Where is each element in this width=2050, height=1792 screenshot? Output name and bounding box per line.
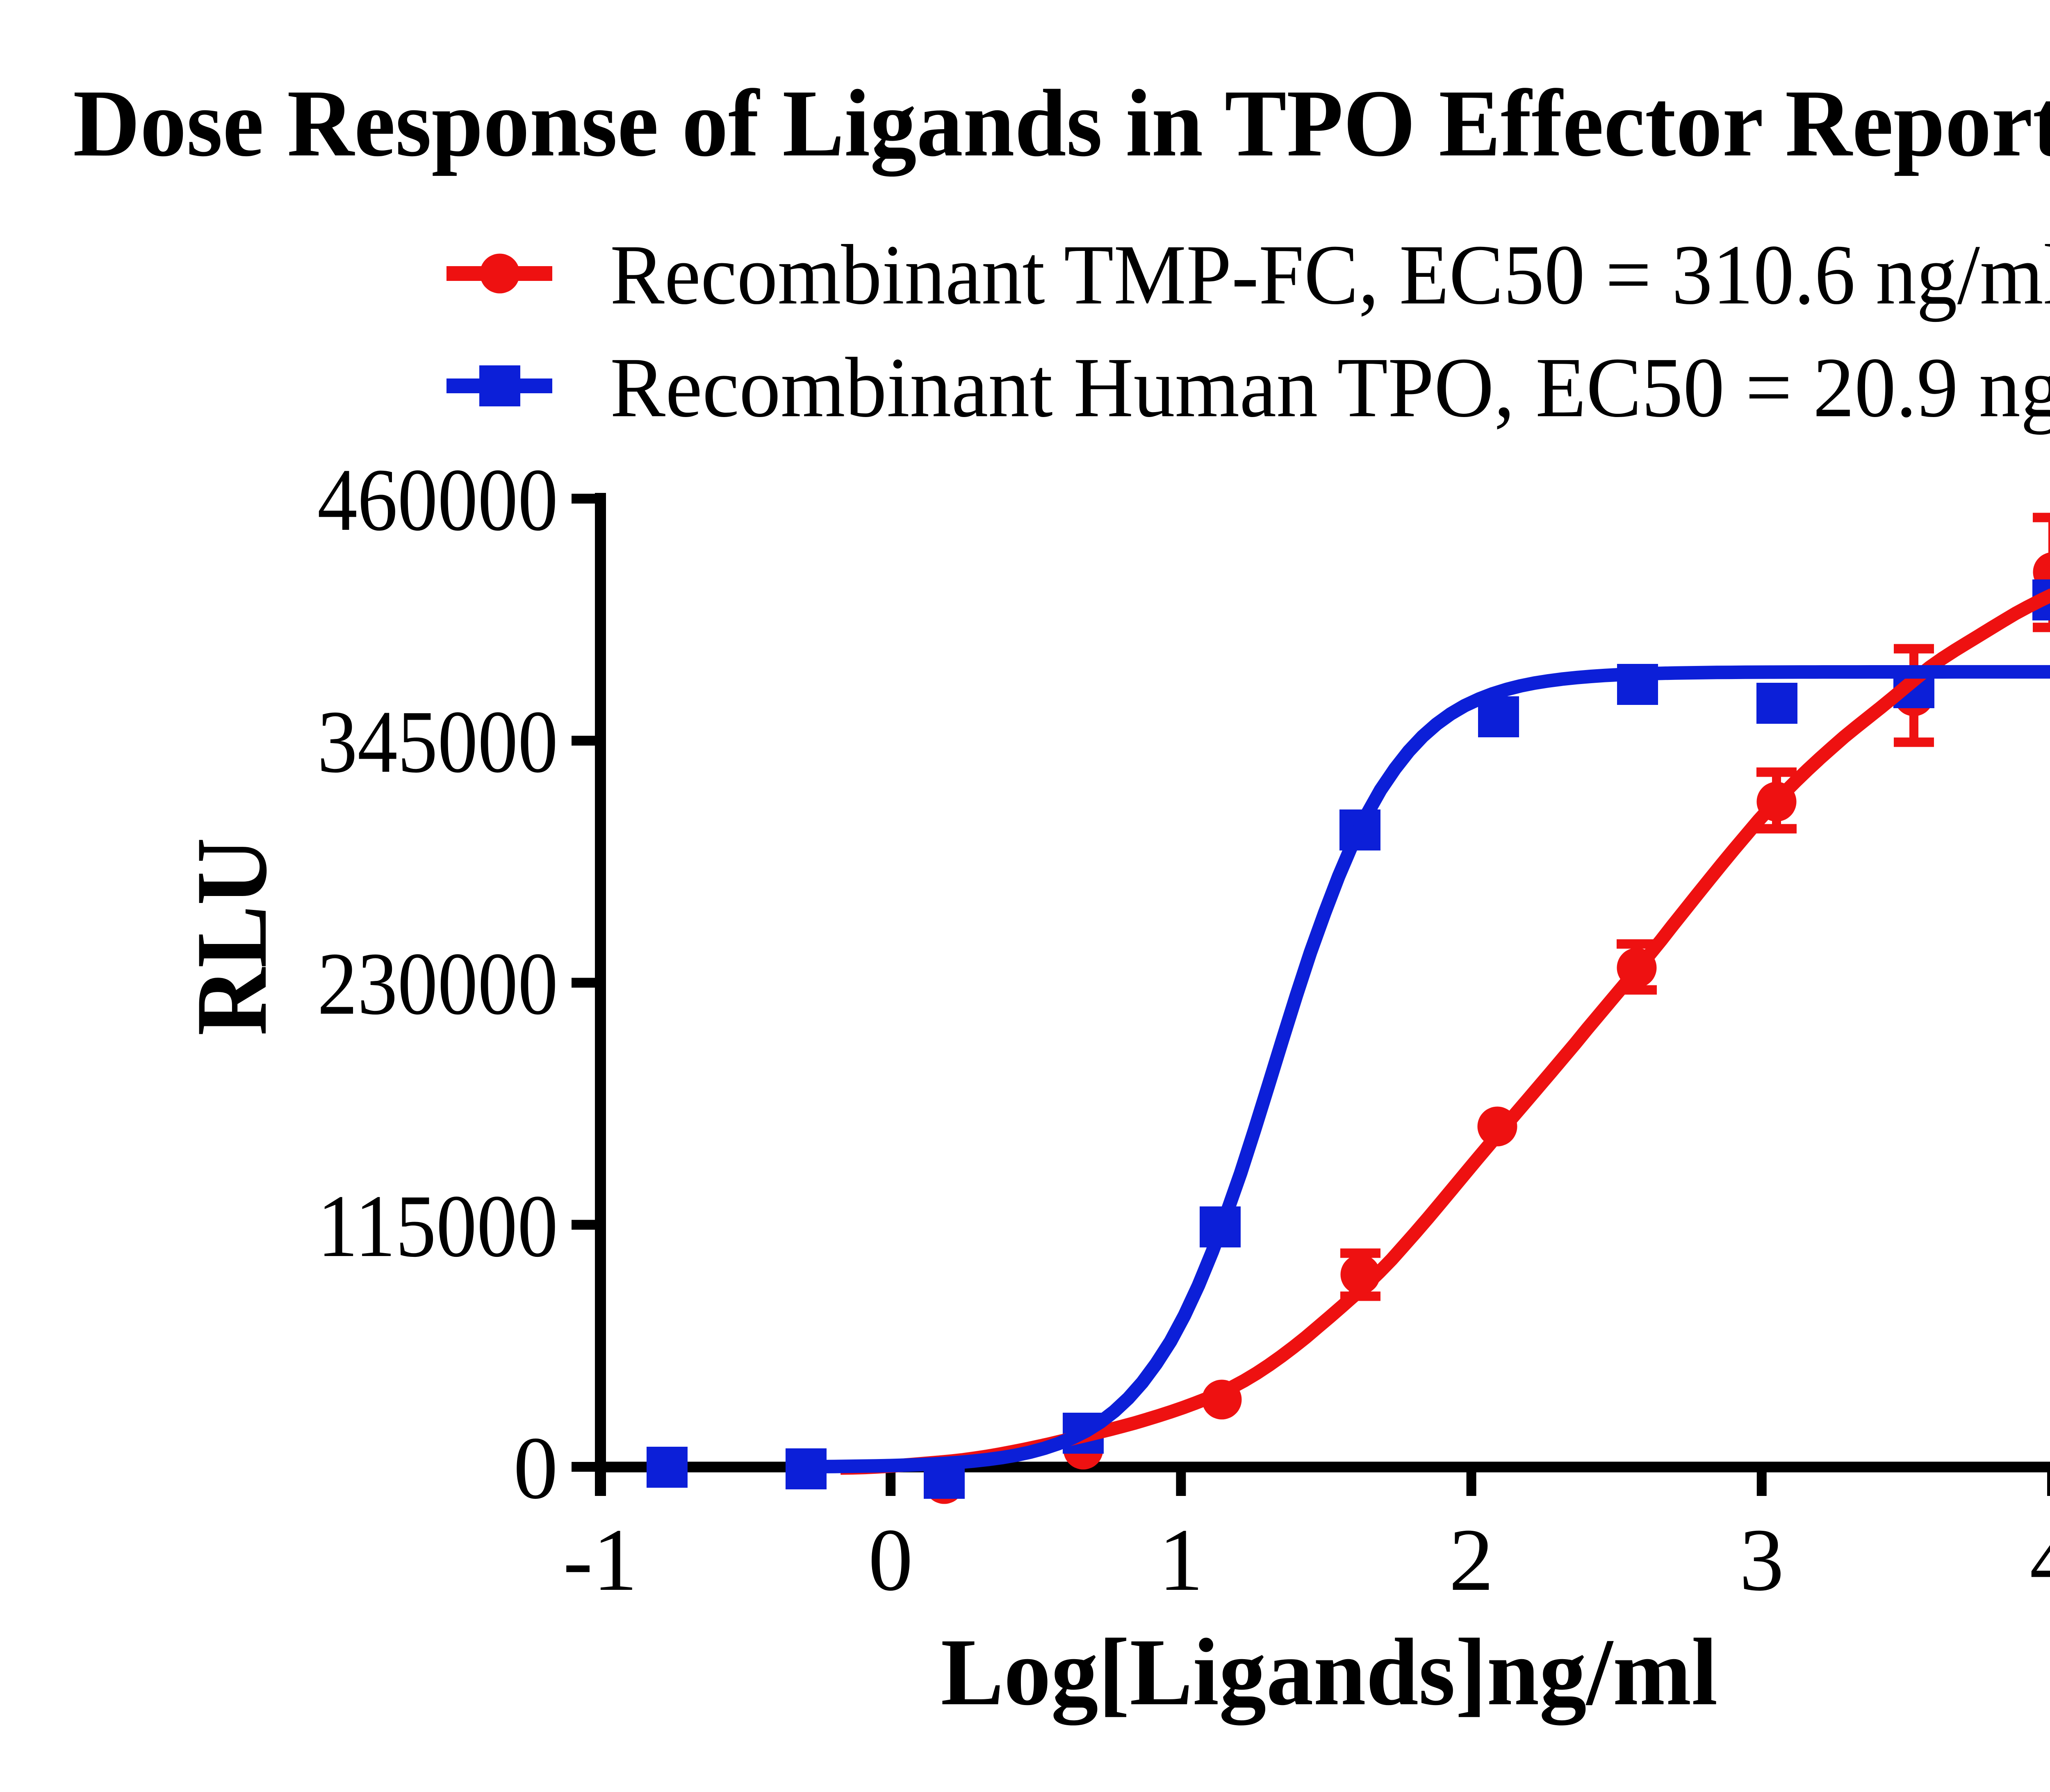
svg-text:345000: 345000 — [317, 693, 558, 791]
svg-text:Recombinant TMP-FC, EC50 = 310: Recombinant TMP-FC, EC50 = 310.6 ng/ml — [610, 228, 2050, 322]
svg-text:Log[Ligands]ng/ml: Log[Ligands]ng/ml — [941, 1619, 1718, 1726]
svg-text:Recombinant Human TPO, EC50 =: Recombinant Human TPO, EC50 = 20.9 ng/ml… — [610, 340, 2050, 435]
svg-text:RLU: RLU — [175, 838, 288, 1036]
svg-text:Dose Response of Ligands in TP: Dose Response of Ligands in TPO Effector… — [73, 70, 2050, 177]
svg-text:0: 0 — [868, 1511, 913, 1610]
svg-text:4: 4 — [2030, 1511, 2050, 1610]
svg-text:460000: 460000 — [317, 451, 558, 549]
svg-text:0: 0 — [513, 1419, 558, 1518]
svg-text:3: 3 — [1739, 1511, 1784, 1610]
svg-text:1: 1 — [1159, 1511, 1203, 1610]
svg-text:230000: 230000 — [317, 935, 558, 1033]
svg-text:2: 2 — [1449, 1511, 1494, 1610]
svg-text:-1: -1 — [563, 1511, 638, 1610]
svg-text:115000: 115000 — [317, 1177, 558, 1276]
